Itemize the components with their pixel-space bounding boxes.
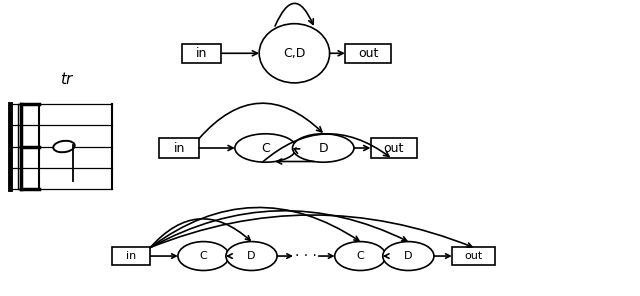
Text: C,D: C,D: [284, 47, 305, 60]
Bar: [112, 247, 150, 265]
Ellipse shape: [335, 242, 386, 271]
Text: out: out: [383, 141, 404, 155]
Bar: [452, 247, 495, 265]
Text: D: D: [404, 251, 413, 261]
Text: C: C: [200, 251, 207, 261]
Text: D: D: [247, 251, 256, 261]
Text: · · ·: · · ·: [295, 249, 317, 263]
Bar: [371, 139, 417, 157]
Ellipse shape: [259, 24, 330, 83]
Text: in: in: [196, 47, 207, 60]
Ellipse shape: [383, 242, 434, 271]
Bar: [182, 44, 221, 63]
Ellipse shape: [292, 134, 354, 162]
Bar: [159, 139, 199, 157]
Text: C: C: [261, 141, 270, 155]
Text: in: in: [126, 251, 136, 261]
Ellipse shape: [53, 141, 75, 152]
Text: D: D: [318, 141, 328, 155]
Ellipse shape: [235, 134, 296, 162]
Text: $\mathit{tr}$: $\mathit{tr}$: [60, 71, 75, 87]
Ellipse shape: [226, 242, 277, 271]
Text: out: out: [465, 251, 483, 261]
Bar: [345, 44, 391, 63]
Text: out: out: [358, 47, 378, 60]
Text: in: in: [173, 141, 185, 155]
Text: C: C: [356, 251, 364, 261]
Ellipse shape: [178, 242, 229, 271]
